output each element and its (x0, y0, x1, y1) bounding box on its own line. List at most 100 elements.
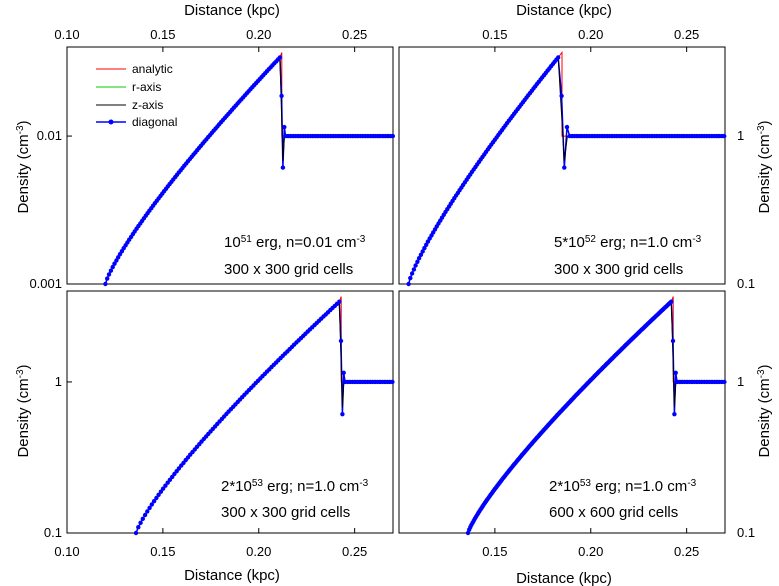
panel-top-left: 0.10 0.15 0.20 0.25 0.001 0.01 (29, 27, 395, 291)
x-tick-label: 0.20 (246, 27, 271, 42)
diagonal-marker (145, 509, 150, 514)
diagonal-marker (133, 530, 139, 536)
x-tick-label: 0.25 (342, 27, 367, 42)
annotation-bottom-left-grid: 300 x 300 grid cells (221, 504, 350, 521)
diagonal-marker (411, 267, 417, 272)
panel-bottom-right: 0.15 0.20 0.25 0.1 1 (398, 290, 755, 559)
diagonal-marker (670, 338, 676, 344)
y-tick-label: 0.1 (44, 525, 62, 540)
diagonal-marker (562, 165, 567, 170)
panel-top-right: 0.15 0.20 0.25 0.1 1 (398, 27, 755, 291)
diagonal-marker (337, 299, 342, 304)
diagonal-marker (672, 412, 677, 417)
diagonal-marker (406, 281, 411, 287)
legend-r-axis-label: r-axis (132, 80, 161, 94)
diagonal-marker (408, 275, 413, 281)
diagonal-marker (136, 525, 141, 530)
x-tick-label: 0.20 (578, 544, 603, 559)
diagonal-marker (418, 252, 424, 257)
diagonal-marker (103, 281, 108, 287)
top-right-y-title: Density (cm-3) (756, 120, 774, 213)
diagonal-marker (108, 268, 114, 273)
diagonal-marker (138, 520, 143, 525)
bottom-right-x-title: Distance (kpc) (516, 570, 612, 586)
diagonal-marker (114, 258, 119, 263)
bottom-right-y-title: Density (cm-3) (756, 364, 774, 457)
diagonal-marker (106, 272, 112, 277)
diagonal-marker (147, 505, 152, 511)
annotation-top-left-grid: 300 x 300 grid cells (224, 261, 353, 278)
diagonal-marker (673, 370, 678, 375)
diagonal-marker (105, 276, 110, 281)
legend-z-axis-label: z-axis (132, 98, 163, 112)
top-left-y-title: Density (cm-3) (15, 120, 33, 213)
diagonal-marker (341, 370, 346, 375)
diagonal-marker (338, 338, 344, 344)
plot-frame (66, 46, 394, 285)
y-tick-label: 0.1 (737, 525, 755, 540)
series-analytic (467, 296, 725, 534)
diagonal-marker (156, 492, 161, 497)
y-tick-label: 0.01 (37, 128, 62, 143)
diagonal-marker (282, 124, 287, 130)
x-tick-label: 0.15 (482, 27, 507, 42)
diagonal-marker (280, 165, 286, 170)
panel-bottom-left: 0.10 0.15 0.20 0.25 0.1 1 (44, 290, 395, 559)
diagonal-marker (160, 486, 166, 491)
legend-diagonal-label: diagonal (132, 115, 177, 129)
x-tick-label: 0.20 (246, 544, 271, 559)
x-tick-label: 0.25 (674, 544, 699, 559)
annotation-top-right-energy: 5*1052 erg; n=1.0 cm-3 (554, 234, 702, 252)
diagonal-marker (340, 412, 345, 417)
annotation-bottom-right-grid: 600 x 600 grid cells (549, 504, 678, 521)
annotation-top-left-energy: 1051 erg, n=0.01 cm-3 (224, 234, 366, 252)
legend: analytic r-axis z-axis diagonal (96, 62, 177, 129)
x-tick-label: 0.10 (54, 544, 79, 559)
diagonal-marker (163, 483, 168, 488)
series-z-axis (279, 57, 285, 161)
diagonal-marker (722, 133, 727, 139)
annotation-top-right-grid: 300 x 300 grid cells (554, 261, 683, 278)
x-tick-label: 0.15 (482, 544, 507, 559)
x-tick-label: 0.25 (674, 27, 699, 42)
bottom-left-x-title: Distance (kpc) (184, 567, 280, 584)
diagonal-marker (149, 502, 154, 507)
annotation-bottom-left-energy: 2*1053 erg; n=1.0 cm-3 (221, 478, 369, 496)
top-right-x-title: Distance (kpc) (516, 2, 612, 19)
diagonal-marker (415, 259, 420, 264)
diagonal-marker (465, 530, 471, 536)
x-tick-label: 0.20 (578, 27, 603, 42)
series-z-axis (670, 301, 677, 408)
series-diagonal-line (467, 300, 725, 534)
bottom-left-y-title: Density (cm-3) (15, 364, 33, 457)
diagonal-marker (669, 299, 674, 304)
diagonal-marker (279, 93, 284, 99)
diagonal-marker (140, 516, 145, 521)
diagonal-marker (277, 55, 283, 60)
series-z-axis (557, 57, 568, 161)
x-tick-label: 0.10 (54, 27, 79, 42)
diagonal-marker (422, 245, 427, 251)
diagonal-marker (390, 379, 395, 385)
top-left-x-title: Distance (kpc) (184, 2, 280, 19)
diagonal-marker (142, 512, 148, 518)
diagonal-marker (409, 271, 415, 276)
annotation-bottom-right-energy: 2*1053 erg; n=1.0 cm-3 (549, 478, 697, 496)
diagonal-marker (556, 55, 561, 60)
series-diagonal-line (135, 300, 393, 534)
plot-frame (398, 290, 726, 534)
diagonal-marker (390, 133, 395, 139)
x-tick-label: 0.25 (342, 544, 367, 559)
diagonal-marker (112, 261, 117, 266)
series-z-axis (338, 301, 345, 408)
plot-frame (66, 290, 394, 534)
diagonal-marker (416, 256, 422, 261)
y-tick-label: 1 (737, 128, 744, 143)
diagonal-marker (559, 93, 564, 99)
legend-analytic-label: analytic (132, 62, 173, 76)
plot-frame (398, 46, 726, 285)
x-tick-label: 0.15 (150, 27, 175, 42)
x-tick-label: 0.15 (150, 544, 175, 559)
diagonal-marker (151, 499, 157, 504)
